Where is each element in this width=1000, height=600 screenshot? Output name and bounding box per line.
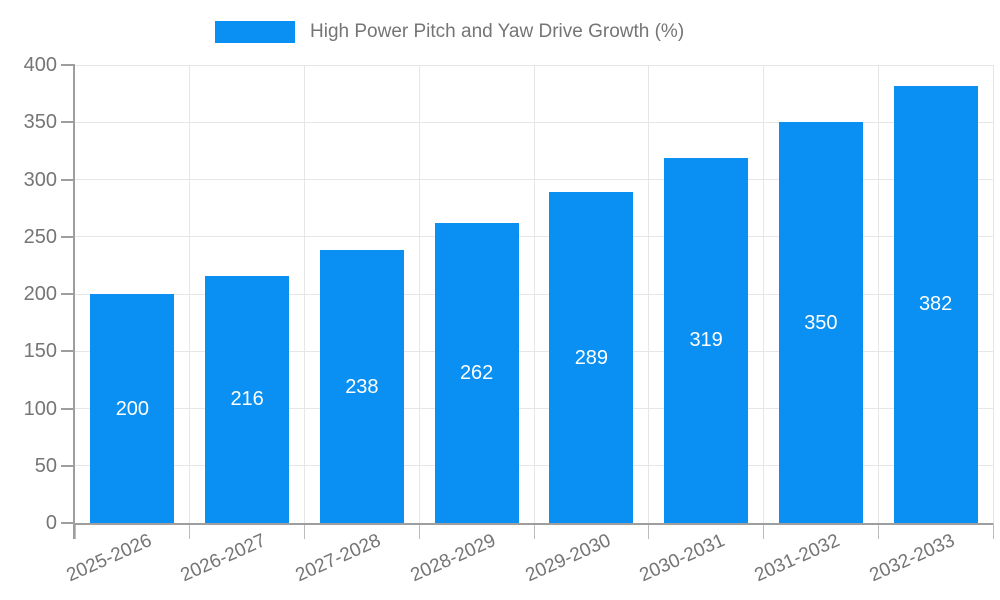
gridline-vertical (418, 65, 420, 523)
bar[interactable]: 216 (205, 275, 290, 523)
y-axis-tick (61, 121, 75, 124)
x-axis-tick-label: 2027-2028 (292, 530, 385, 587)
bar-value-label: 262 (459, 361, 494, 384)
y-axis-tick-label: 150 (23, 340, 57, 363)
y-axis-tick-label: 100 (23, 397, 57, 420)
y-axis-tick-label: 50 (34, 454, 57, 477)
y-axis-tick (61, 407, 75, 410)
bar-value-label: 289 (574, 346, 609, 369)
legend-label: High Power Pitch and Yaw Drive Growth (%… (310, 21, 685, 42)
x-axis-tick (648, 523, 650, 539)
y-axis-tick-label: 400 (23, 54, 57, 76)
legend-item[interactable]: High Power Pitch and Yaw Drive Growth (%… (215, 21, 684, 43)
x-axis-tick (74, 523, 76, 539)
gridline-vertical (189, 65, 191, 523)
x-axis-tick (418, 523, 420, 539)
y-axis-tick-label: 0 (45, 512, 57, 534)
bar-value-label: 216 (230, 388, 264, 411)
bar[interactable]: 319 (664, 157, 749, 523)
bar[interactable]: 238 (319, 250, 404, 523)
x-axis-tick (763, 523, 764, 539)
y-axis-line (73, 65, 75, 539)
x-axis-tick-label: 2028-2029 (407, 530, 499, 587)
y-axis-tick (61, 235, 75, 238)
bar-value-label: 382 (918, 293, 953, 316)
x-axis-tick-label: 2031-2032 (751, 530, 844, 587)
bar-value-label: 200 (115, 397, 150, 420)
x-axis-tick-label: 2032-2033 (866, 530, 958, 587)
y-axis-tick-label: 250 (23, 225, 57, 248)
y-axis-tick-label: 350 (23, 111, 57, 134)
x-axis-tick-label: 2025-2026 (62, 530, 155, 587)
y-axis-tick (61, 464, 75, 467)
x-axis-tick-label: 2029-2030 (521, 530, 614, 587)
x-axis-tick-label: 2030-2031 (636, 530, 729, 587)
x-axis-tick (304, 523, 305, 539)
bar-value-label: 319 (689, 329, 723, 352)
y-axis-tick-label: 300 (23, 168, 57, 191)
x-axis-tick-label: 2026-2027 (177, 530, 270, 587)
x-axis-tick (992, 523, 994, 539)
y-axis-tick (61, 293, 75, 295)
bar[interactable]: 262 (434, 223, 519, 523)
bar-value-label: 238 (345, 375, 379, 398)
legend-swatch (215, 21, 295, 43)
gridline-vertical (533, 65, 535, 523)
y-axis-tick-label: 200 (23, 283, 57, 305)
x-axis-tick (189, 523, 191, 539)
bar[interactable]: 200 (90, 294, 175, 523)
gridline-vertical (763, 65, 764, 523)
y-axis-tick (61, 64, 75, 66)
gridline-vertical (648, 65, 650, 523)
y-axis-tick (61, 522, 75, 524)
gridline-vertical (877, 65, 879, 523)
gridline-vertical (992, 65, 994, 523)
bar[interactable]: 289 (549, 192, 634, 523)
bar[interactable]: 350 (778, 122, 863, 523)
bar[interactable]: 382 (893, 85, 978, 523)
x-axis-tick (533, 523, 535, 539)
gridline-vertical (304, 65, 305, 523)
y-axis-tick (61, 350, 75, 353)
bar-value-label: 350 (804, 311, 838, 334)
x-axis-tick (877, 523, 879, 539)
y-axis-tick (61, 178, 75, 181)
x-axis-line (73, 523, 993, 525)
